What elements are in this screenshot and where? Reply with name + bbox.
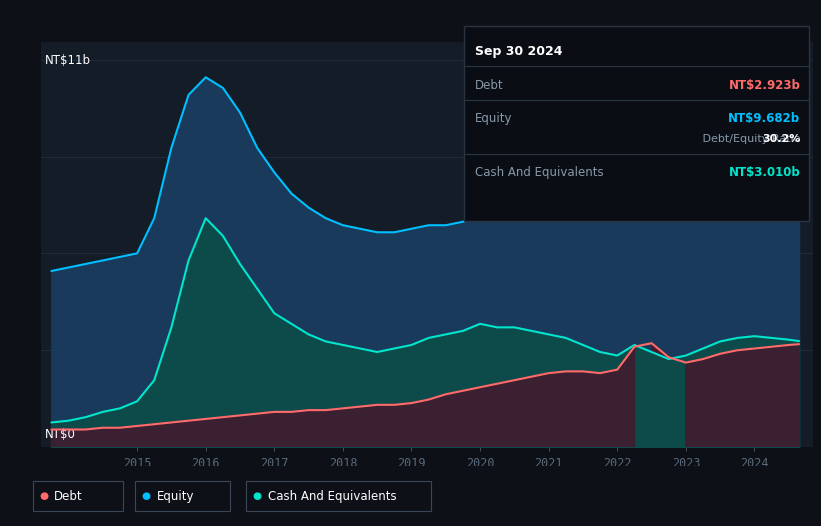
Text: Sep 30 2024: Sep 30 2024 <box>475 45 562 58</box>
Text: 30.2%: 30.2% <box>762 134 800 145</box>
Text: NT$11b: NT$11b <box>45 54 91 67</box>
Text: ●: ● <box>142 491 150 501</box>
Text: NT$0: NT$0 <box>45 428 76 441</box>
Text: Equity: Equity <box>475 112 512 125</box>
Text: NT$3.010b: NT$3.010b <box>729 166 800 179</box>
Text: ●: ● <box>39 491 48 501</box>
Text: Equity: Equity <box>157 490 195 502</box>
Text: NT$2.923b: NT$2.923b <box>728 79 800 92</box>
Text: Debt: Debt <box>475 79 503 92</box>
Text: Debt: Debt <box>54 490 83 502</box>
Text: ●: ● <box>253 491 261 501</box>
Text: Cash And Equivalents: Cash And Equivalents <box>475 166 603 179</box>
Text: Cash And Equivalents: Cash And Equivalents <box>268 490 397 502</box>
Text: Debt/Equity Ratio: Debt/Equity Ratio <box>699 134 800 145</box>
Text: NT$9.682b: NT$9.682b <box>728 112 800 125</box>
